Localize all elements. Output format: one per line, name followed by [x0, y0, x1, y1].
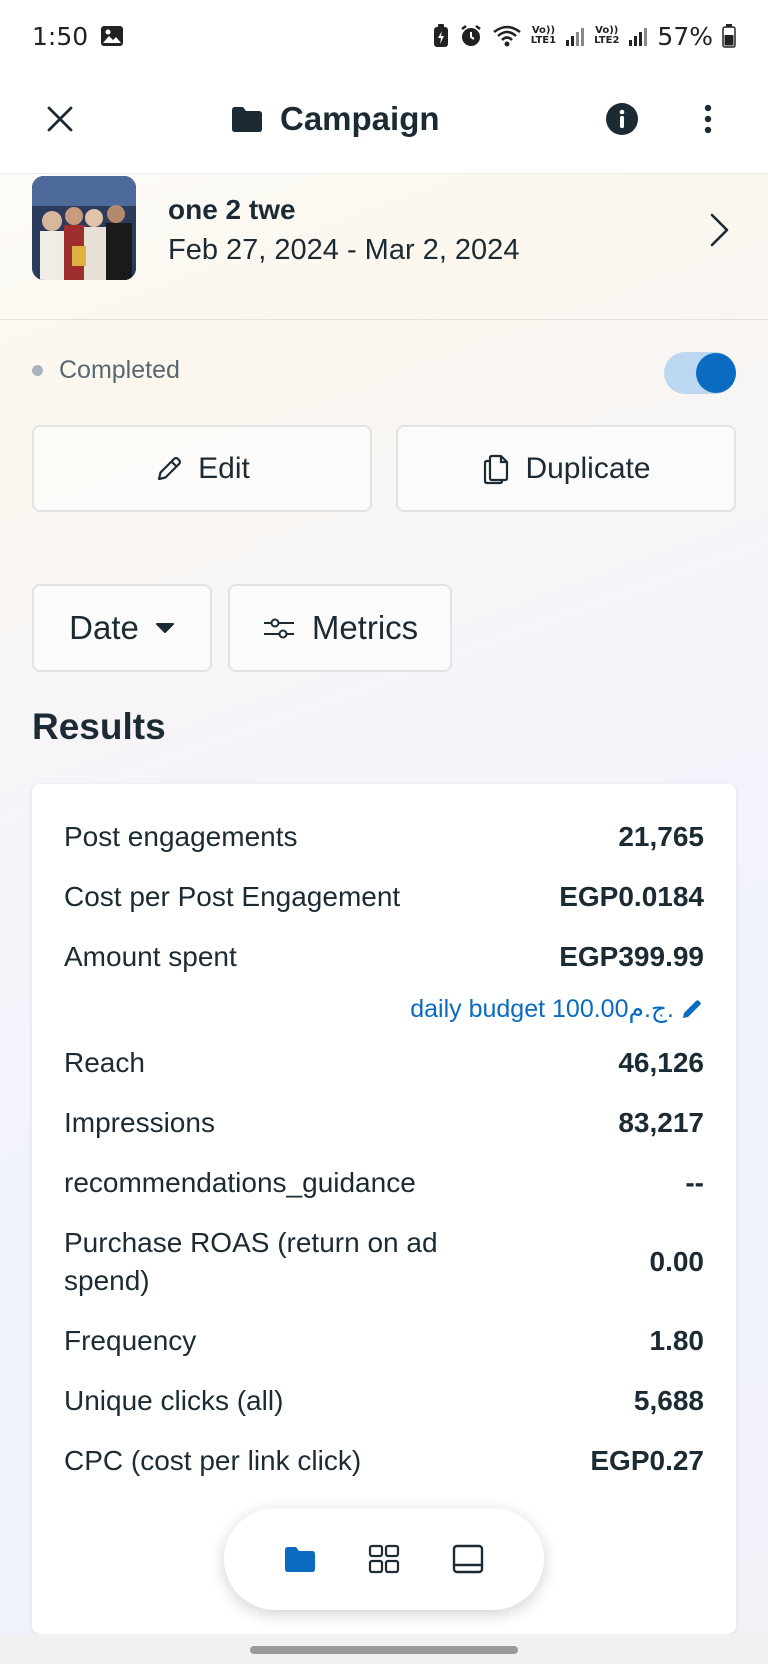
more-vertical-icon — [704, 104, 712, 134]
close-button[interactable] — [38, 97, 82, 141]
folder-icon — [285, 1547, 315, 1572]
metric-row-purchase-roas[interactable]: Purchase ROAS (return on ad spend) 0.00 — [64, 1224, 704, 1300]
metric-value: EGP399.99 — [559, 941, 704, 972]
metric-row-unique-clicks[interactable]: Unique clicks (all) 5,688 — [64, 1382, 704, 1420]
battery-icon — [722, 24, 736, 48]
sliders-icon — [263, 618, 294, 639]
signal-strength-icon — [565, 26, 585, 46]
daily-budget-link[interactable]: daily budget 100.00ج.م. — [410, 994, 704, 1024]
campaign-date-range: Feb 27, 2024 - Mar 2, 2024 — [168, 234, 520, 266]
toggle-knob — [696, 353, 736, 393]
nav-adsets-button[interactable] — [364, 1539, 404, 1579]
campaign-toggle[interactable] — [664, 352, 736, 394]
campaign-summary-row[interactable]: one 2 twe Feb 27, 2024 - Mar 2, 2024 — [0, 174, 768, 320]
metric-label: Unique clicks (all) — [64, 1385, 284, 1416]
metric-label: recommendations_guidance — [64, 1167, 416, 1198]
metrics-button[interactable]: Metrics — [228, 584, 452, 672]
signal-strength-icon — [628, 26, 648, 46]
campaign-thumbnail — [32, 176, 136, 280]
caret-down-icon — [155, 623, 174, 633]
metrics-label: Metrics — [311, 609, 419, 646]
folder-icon — [232, 107, 262, 132]
metric-row-cpc[interactable]: CPC (cost per link click) EGP0.27 — [64, 1442, 704, 1480]
duplicate-icon — [484, 454, 509, 484]
metric-row-cost-per-engagement[interactable]: Cost per Post Engagement EGP0.0184 — [64, 878, 704, 916]
metric-value: 21,765 — [618, 821, 704, 852]
pencil-icon — [158, 456, 182, 480]
metric-row-recommendations[interactable]: recommendations_guidance -- — [64, 1164, 704, 1202]
nav-ads-button[interactable] — [448, 1539, 488, 1579]
nav-campaigns-button[interactable] — [280, 1539, 320, 1579]
metric-value: 46,126 — [618, 1047, 704, 1078]
status-dot — [32, 365, 43, 376]
metric-value: EGP0.0184 — [559, 881, 704, 912]
info-button[interactable] — [602, 99, 642, 139]
header-title-group: Campaign — [230, 94, 440, 144]
metric-label: Post engagements — [64, 821, 298, 852]
campaign-status: Completed — [32, 356, 180, 385]
wifi-icon — [492, 24, 522, 48]
date-filter-button[interactable]: Date — [32, 584, 212, 672]
page-title: Campaign — [280, 100, 440, 137]
info-icon — [606, 103, 638, 135]
sim2-indicator: Vo)) LTE2 — [594, 26, 619, 46]
clock-time: 1:50 — [32, 21, 89, 51]
duplicate-button[interactable]: Duplicate — [396, 425, 736, 512]
metric-value: 5,688 — [633, 1385, 704, 1416]
metric-label: CPC (cost per link click) — [64, 1445, 362, 1476]
sim1-label: LTE1 — [530, 35, 557, 46]
metric-label: Cost per Post Engagement — [64, 881, 401, 912]
more-options-button[interactable] — [690, 97, 726, 141]
metric-label: Reach — [64, 1047, 145, 1078]
metric-row-impressions[interactable]: Impressions 83,217 — [64, 1104, 704, 1142]
pencil-icon — [683, 1000, 701, 1018]
metric-value: -- — [685, 1167, 704, 1198]
metric-label: Frequency — [64, 1325, 197, 1356]
status-label: Completed — [59, 356, 180, 384]
metric-label: Purchase ROAS (return on ad spend) — [64, 1227, 438, 1296]
sim2-label: LTE2 — [594, 35, 620, 46]
metric-value: EGP0.27 — [590, 1445, 704, 1476]
sim1-indicator: Vo)) LTE1 — [531, 26, 556, 46]
chevron-right-icon — [710, 213, 729, 247]
metric-label: Amount spent — [64, 941, 237, 972]
gesture-navigation-area — [0, 1634, 768, 1664]
results-card: Post engagements 21,765 Cost per Post En… — [32, 784, 736, 1634]
edit-label: Edit — [198, 451, 250, 485]
metric-label: Impressions — [64, 1107, 215, 1138]
battery-percent: 57% — [657, 21, 713, 51]
metric-row-reach[interactable]: Reach 46,126 — [64, 1044, 704, 1082]
metric-value: 0.00 — [649, 1246, 705, 1277]
bottom-navigation — [224, 1508, 544, 1610]
ad-icon — [452, 1544, 484, 1574]
volte-label: Vo)) — [531, 25, 556, 36]
metric-row-post-engagements[interactable]: Post engagements 21,765 — [64, 818, 704, 856]
gallery-notification-icon — [100, 25, 124, 47]
close-icon — [47, 106, 73, 132]
metric-value: 1.80 — [649, 1325, 705, 1356]
alarm-icon — [459, 24, 483, 48]
grid-icon — [368, 1544, 400, 1574]
battery-saver-icon — [432, 24, 450, 48]
metric-value: 83,217 — [618, 1107, 704, 1138]
home-gesture-handle[interactable] — [250, 1646, 518, 1654]
daily-budget-text: daily budget 100.00ج.م. — [410, 995, 674, 1023]
edit-button[interactable]: Edit — [32, 425, 372, 512]
status-bar: 1:50 Vo)) LTE1 Vo)) LTE2 57% — [0, 0, 768, 72]
metric-row-frequency[interactable]: Frequency 1.80 — [64, 1322, 704, 1360]
results-heading: Results — [32, 706, 166, 747]
metric-row-amount-spent[interactable]: Amount spent EGP399.99 — [64, 938, 704, 976]
app-header: Campaign — [0, 72, 768, 174]
date-filter-label: Date — [69, 609, 139, 646]
volte-label: Vo)) — [595, 25, 619, 36]
campaign-name: one 2 twe — [168, 194, 296, 225]
duplicate-label: Duplicate — [525, 451, 651, 485]
